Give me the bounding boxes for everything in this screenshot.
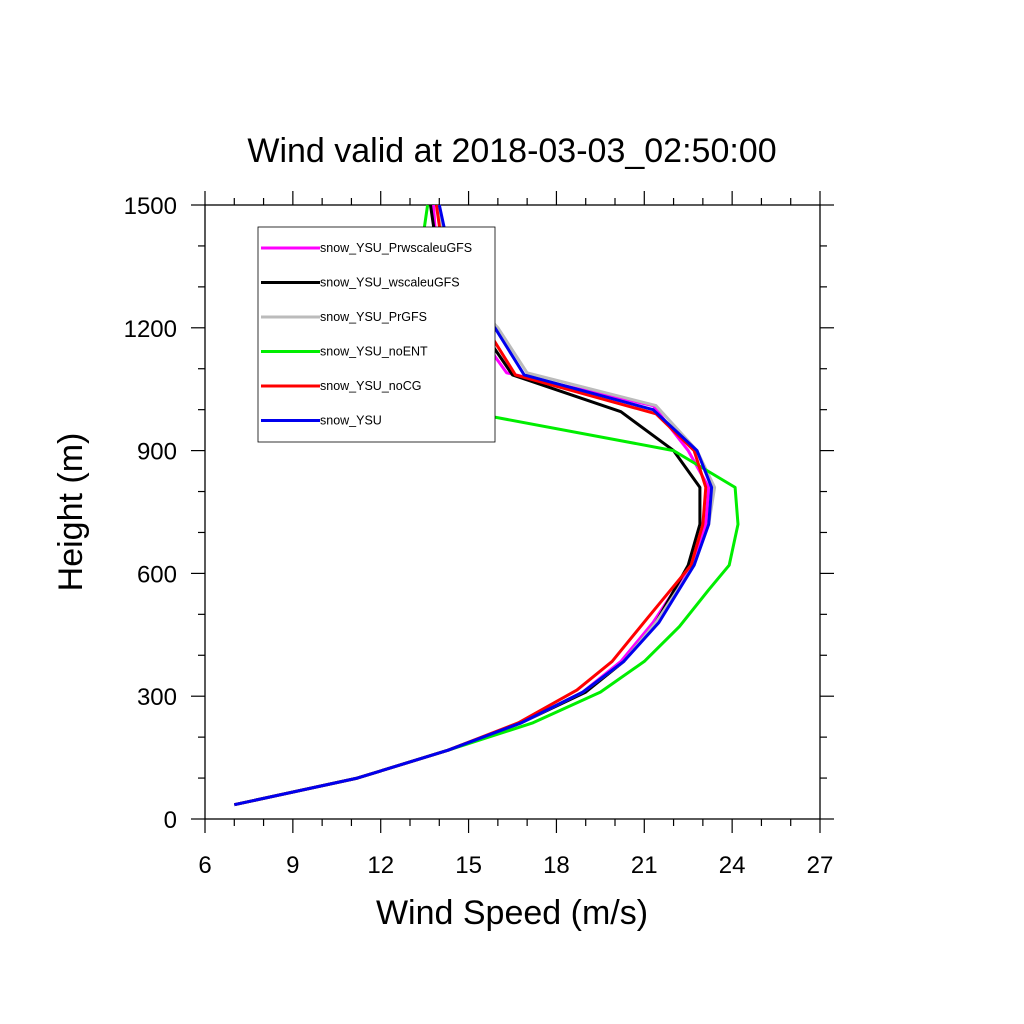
legend-label: snow_YSU_PrGFS xyxy=(320,310,427,324)
x-axis-label: Wind Speed (m/s) xyxy=(376,894,648,932)
legend-box xyxy=(257,226,496,443)
y-tick-label: 300 xyxy=(137,684,177,711)
x-tick-label: 9 xyxy=(286,852,299,879)
x-tick-label: 21 xyxy=(631,852,658,879)
x-tick-label: 12 xyxy=(367,852,394,879)
plot-frame xyxy=(204,204,821,820)
x-tick-label: 15 xyxy=(455,852,482,879)
legend-label: snow_YSU_wscaleuGFS xyxy=(320,276,460,290)
chart-title: Wind valid at 2018-03-03_02:50:00 xyxy=(247,132,776,170)
y-tick-label: 900 xyxy=(137,439,177,466)
y-tick-label: 0 xyxy=(164,807,177,834)
plot-axes: 6 9 12 15 18 21 24 27 0 300 600 900 1200 1500 xyxy=(124,191,834,879)
legend: snow_YSU_PrwscaleuGFS snow_YSU_wscaleuGFS… xyxy=(257,226,496,443)
x-tick-label: 18 xyxy=(543,852,570,879)
y-tick-label: 600 xyxy=(137,561,177,588)
x-tick-label: 27 xyxy=(807,852,834,879)
x-tick-label: 24 xyxy=(719,852,746,879)
x-tick-label: 6 xyxy=(198,852,211,879)
legend-label: snow_YSU_noENT xyxy=(320,345,428,359)
y-axis-label: Height (m) xyxy=(52,433,90,592)
y-tick-label: 1200 xyxy=(124,316,177,343)
y-tick-label: 1500 xyxy=(124,193,177,220)
legend-label: snow_YSU_PrwscaleuGFS xyxy=(320,241,472,255)
legend-label: snow_YSU_noCG xyxy=(320,379,421,393)
legend-label: snow_YSU xyxy=(320,414,382,428)
